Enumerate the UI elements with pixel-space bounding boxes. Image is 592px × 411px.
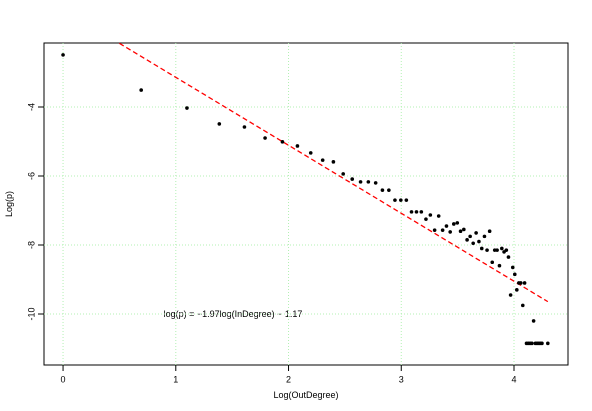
point	[295, 144, 300, 148]
point	[485, 248, 489, 252]
x-tick-label: 2	[286, 374, 291, 384]
point	[508, 293, 513, 297]
y-tick-label: -8	[26, 241, 36, 249]
point	[465, 238, 469, 242]
point	[482, 234, 487, 239]
point	[522, 281, 527, 285]
x-tick-label: 3	[399, 374, 404, 384]
point	[320, 158, 325, 162]
point	[440, 228, 445, 232]
point	[444, 224, 449, 228]
point	[331, 160, 336, 164]
plot-frame	[43, 42, 569, 366]
point	[471, 241, 475, 246]
x-tick-label: 4	[511, 374, 516, 384]
point	[419, 210, 424, 214]
point	[428, 213, 433, 217]
point	[280, 140, 285, 144]
point	[308, 151, 313, 155]
point	[387, 188, 391, 192]
x-tick-label: 0	[61, 374, 66, 384]
point	[414, 210, 419, 214]
point	[358, 180, 363, 184]
point	[540, 341, 544, 346]
point	[432, 228, 437, 232]
point	[455, 221, 460, 225]
fit-line	[119, 42, 549, 303]
point	[185, 106, 189, 110]
x-axis-title: Log(OutDegree)	[273, 390, 338, 400]
point	[458, 229, 463, 234]
point	[490, 260, 495, 265]
point	[399, 198, 403, 202]
point	[497, 263, 502, 268]
point	[404, 198, 409, 202]
point	[515, 288, 519, 292]
point	[451, 222, 456, 226]
point	[477, 239, 481, 244]
point	[217, 122, 222, 126]
point	[263, 136, 267, 140]
point	[373, 181, 378, 185]
point	[495, 248, 499, 252]
point	[546, 341, 550, 346]
point	[242, 125, 247, 129]
point	[436, 214, 441, 218]
point	[61, 53, 65, 57]
point	[479, 246, 484, 251]
point	[512, 272, 517, 277]
y-axis-title: Log(p)	[4, 191, 14, 217]
point	[409, 210, 414, 214]
point	[487, 229, 492, 234]
point	[530, 341, 534, 346]
y-tick-label: -6	[26, 172, 36, 180]
point	[468, 234, 472, 239]
point	[462, 227, 466, 232]
x-tick-label: 1	[173, 374, 178, 384]
point	[531, 319, 536, 323]
point	[510, 265, 515, 270]
point	[139, 88, 143, 92]
point	[474, 231, 478, 235]
point	[520, 303, 525, 308]
point	[504, 248, 509, 252]
point	[393, 198, 397, 202]
point	[506, 255, 511, 259]
point	[380, 188, 385, 192]
point	[518, 281, 523, 285]
point	[500, 246, 504, 251]
y-tick-label: -10	[26, 307, 36, 320]
point	[341, 172, 346, 176]
point	[424, 217, 428, 221]
point	[350, 177, 355, 181]
point	[366, 180, 371, 184]
y-tick-label: -4	[26, 103, 36, 111]
point	[448, 230, 452, 234]
